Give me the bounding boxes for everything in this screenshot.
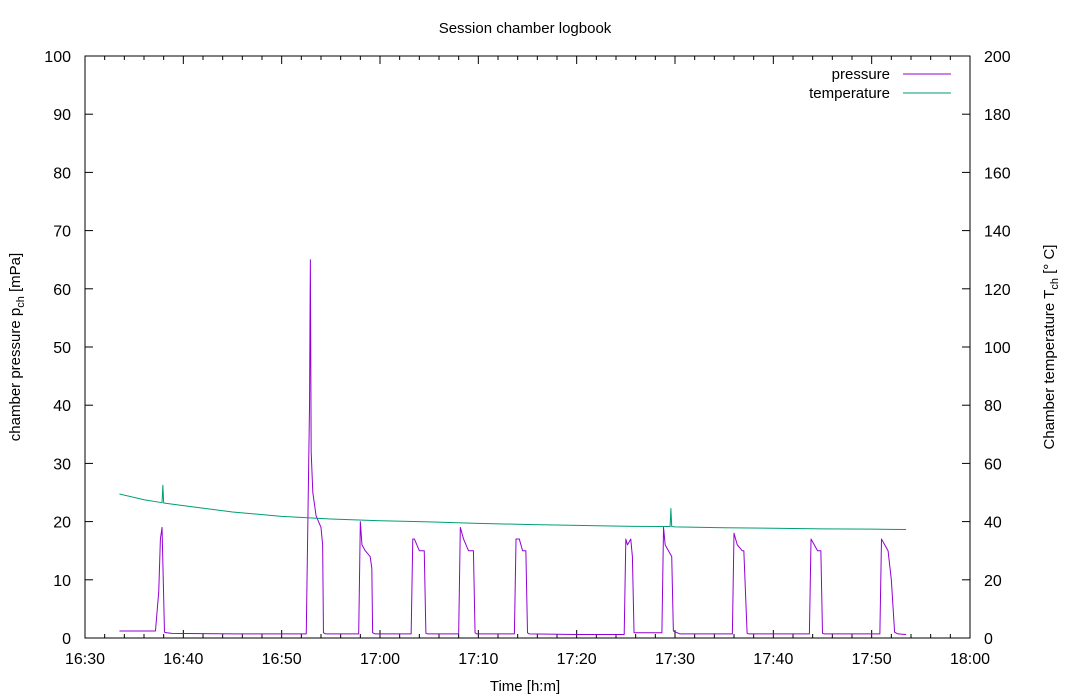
series-line-pressure [119, 259, 907, 636]
x-tick-label: 17:10 [458, 651, 498, 668]
legend-label-pressure: pressure [832, 66, 890, 83]
x-axis-label: Time [h:m] [490, 678, 560, 695]
x-tick-label: 16:30 [65, 651, 105, 668]
legend-label-temperature: temperature [809, 85, 890, 102]
x-tick-labels: 16:30 16:40 16:50 17:00 17:10 17:20 17:30 17:40… [65, 651, 990, 668]
y-left-tick-label: 100 [44, 49, 71, 66]
y-right-tick-label: 140 [984, 224, 1011, 241]
y-left-axis-label: chamber pressure pch [mPa] [7, 253, 27, 441]
x-tick-label: 17:00 [360, 651, 400, 668]
y-left-tick-label: 40 [53, 398, 71, 415]
y-right-axis-label: Chamber temperature Tch [° C] [1041, 245, 1061, 450]
y-right-tick-label: 160 [984, 165, 1011, 182]
x-tick-label: 17:50 [852, 651, 892, 668]
y-right-tick-label: 20 [984, 573, 1002, 590]
x-tick-label: 16:50 [262, 651, 302, 668]
y-right-tick-label: 180 [984, 107, 1011, 124]
y-left-tick-label: 20 [53, 515, 71, 532]
y-left-tick-label: 30 [53, 456, 71, 473]
legend: pressure temperature [809, 66, 951, 102]
x-tick-label: 17:20 [557, 651, 597, 668]
plot-frame [84, 55, 971, 639]
y-left-tick-labels: 0 10 20 30 40 50 60 70 80 90 100 [44, 49, 71, 648]
y-right-tick-label: 100 [984, 340, 1011, 357]
y-left-axis-label-unit: [mPa] [7, 253, 24, 296]
series-group [119, 259, 907, 636]
y-left-tick-label: 70 [53, 224, 71, 241]
y-left-axis-label-text: chamber pressure p [7, 308, 24, 441]
y-right-tick-label: 200 [984, 49, 1011, 66]
y-right-tick-label: 60 [984, 456, 1002, 473]
y-left-tick-label: 50 [53, 340, 71, 357]
y-right-tick-labels: 0 20 40 60 80 100 120 140 160 180 200 [984, 49, 1011, 648]
y-left-tick-label: 0 [62, 631, 71, 648]
y-left-axis-label-sub: ch [15, 296, 27, 308]
y-right-tick-label: 120 [984, 282, 1011, 299]
y-right-axis-label-unit: [° C] [1041, 245, 1058, 279]
y-right-axis-label-text: Chamber temperature T [1041, 290, 1058, 450]
y-right-axis-label-sub: ch [1049, 278, 1061, 290]
y-left-tick-label: 60 [53, 282, 71, 299]
x-tick-label: 16:40 [163, 651, 203, 668]
y-left-tick-label: 10 [53, 573, 71, 590]
x-tick-label: 17:30 [655, 651, 695, 668]
chart-title: Session chamber logbook [439, 20, 612, 37]
y-right-tick-label: 40 [984, 515, 1002, 532]
y-left-tick-label: 80 [53, 165, 71, 182]
x-tick-label: 18:00 [950, 651, 990, 668]
y-left-tick-label: 90 [53, 107, 71, 124]
y-right-tick-label: 80 [984, 398, 1002, 415]
series-line-temperature [119, 484, 907, 530]
x-tick-label: 17:40 [753, 651, 793, 668]
y-right-tick-label: 0 [984, 631, 993, 648]
